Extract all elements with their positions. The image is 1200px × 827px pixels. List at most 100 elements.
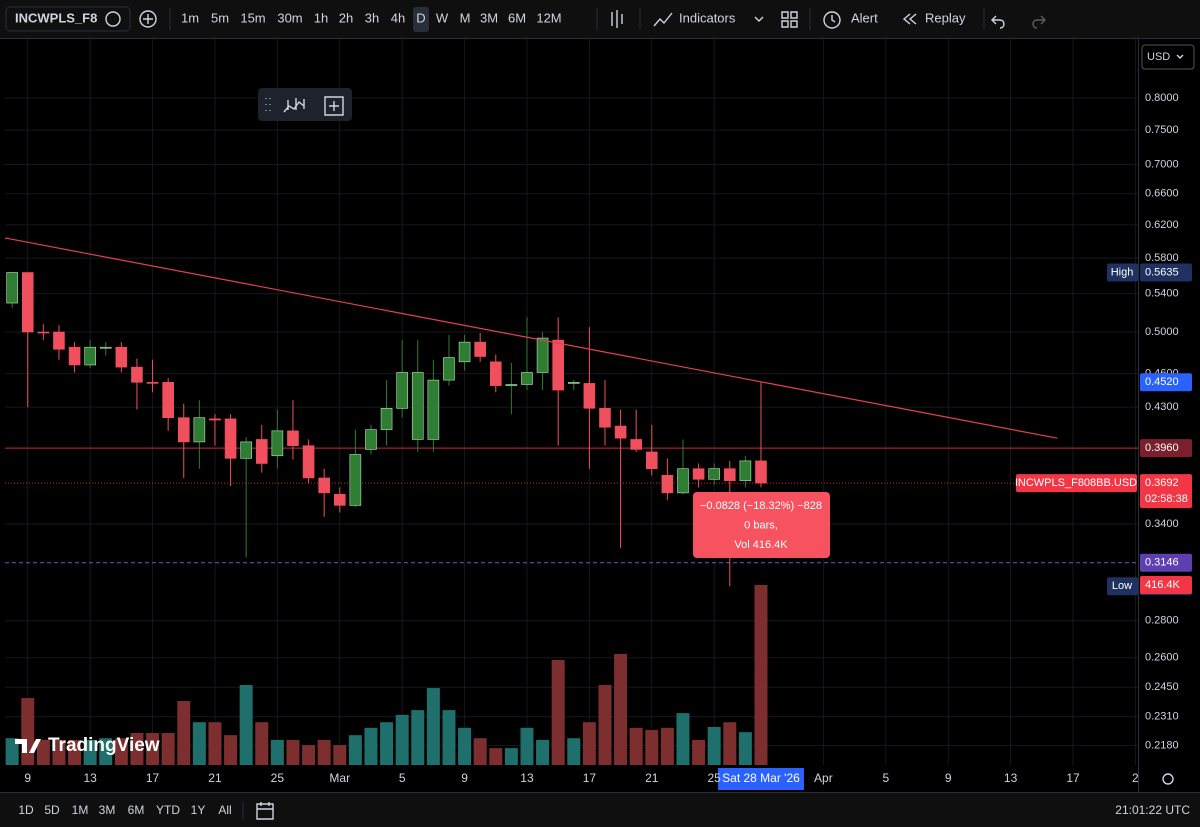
- layout-icon[interactable]: [781, 11, 798, 28]
- range-button[interactable]: 1M: [72, 803, 89, 817]
- volume-bar: [707, 726, 721, 765]
- plot-area: Sat 28 Mar '26 −0.0828 (−18.32%) −828 0 ba…: [4, 39, 1138, 790]
- candle-body: [255, 439, 268, 464]
- interval-button[interactable]: 30m: [277, 10, 302, 25]
- drag-handle[interactable]: [265, 98, 271, 111]
- interval-button[interactable]: 2h: [339, 10, 353, 25]
- indicators-button[interactable]: Indicators: [679, 10, 736, 25]
- volume-bar: [83, 739, 97, 765]
- alert-icon[interactable]: [823, 11, 841, 29]
- y-tick-label: 0.2310: [1145, 710, 1179, 722]
- volume-bar: [348, 735, 362, 765]
- range-button[interactable]: All: [218, 803, 231, 817]
- interval-button[interactable]: 5m: [211, 10, 229, 25]
- floating-toolbar: [258, 88, 352, 121]
- candle-body: [723, 468, 736, 481]
- x-tick-label: Mar: [329, 771, 350, 785]
- range-button[interactable]: YTD: [156, 803, 180, 817]
- price-tag-name-bg: [1107, 263, 1138, 282]
- candle-body: [193, 417, 206, 443]
- volume-bar: [114, 738, 128, 765]
- range-button[interactable]: 1D: [18, 803, 34, 817]
- candle-body: [427, 379, 440, 440]
- candle-body: [318, 477, 330, 494]
- currency-box[interactable]: [1141, 44, 1195, 70]
- tool-icon[interactable]: [283, 98, 305, 113]
- candle-body: [661, 475, 674, 494]
- volume-bar: [614, 653, 628, 765]
- currency-chevron: [1176, 54, 1184, 59]
- volume-bar: [473, 738, 487, 765]
- redo-icon[interactable]: [1032, 15, 1046, 29]
- x-tick-label: 13: [1004, 771, 1018, 785]
- interval-button[interactable]: 3M: [480, 10, 498, 25]
- interval-button[interactable]: 4h: [391, 10, 405, 25]
- alert-button[interactable]: Alert: [851, 10, 878, 25]
- replay-icon[interactable]: [902, 13, 917, 25]
- volume-bar: [692, 739, 706, 765]
- volume-bar: [411, 710, 425, 765]
- interval-button[interactable]: 1h: [314, 10, 328, 25]
- y-tick-label: 0.8000: [1145, 92, 1179, 104]
- range-button[interactable]: 1Y: [191, 803, 206, 817]
- volume-bar: [52, 739, 66, 765]
- candle-body: [567, 381, 580, 384]
- symbol-box[interactable]: [5, 6, 131, 32]
- top-toolbar: [0, 0, 1200, 38]
- price-tag: [1140, 263, 1192, 282]
- volume-bar: [629, 727, 643, 765]
- crosshair-y-tag: [1140, 373, 1192, 392]
- measure-line: −0.0828 (−18.32%) −828: [700, 500, 822, 512]
- volume-bar: [146, 733, 160, 765]
- x-tick-label: 9: [461, 771, 468, 785]
- add-symbol[interactable]: [139, 10, 157, 28]
- interval-button[interactable]: 1m: [181, 10, 199, 25]
- volume-bar: [192, 722, 206, 765]
- compare-icon[interactable]: [105, 11, 121, 27]
- candle-body: [614, 425, 627, 439]
- range-button[interactable]: 5D: [44, 803, 60, 817]
- interval-button[interactable]: 12M: [536, 10, 561, 25]
- candle-body: [365, 429, 377, 450]
- active-interval-bg: [413, 7, 429, 32]
- interval-button[interactable]: W: [436, 10, 449, 25]
- symbol[interactable]: INCWPLS_F8: [15, 10, 97, 25]
- candle-body: [380, 408, 393, 430]
- range-button[interactable]: 6M: [128, 803, 145, 817]
- x-tick-label: 25: [271, 771, 285, 785]
- price-tag-label: 0.3146: [1145, 557, 1179, 569]
- undo-icon[interactable]: [991, 15, 1005, 29]
- measure-tool-icon[interactable]: [324, 96, 344, 116]
- interval-button[interactable]: 6M: [508, 10, 526, 25]
- interval-button[interactable]: D: [416, 10, 425, 25]
- candle-body: [6, 272, 18, 304]
- candle-body: [630, 439, 642, 450]
- x-tick-label: 17: [1066, 771, 1080, 785]
- interval-button[interactable]: M: [460, 10, 471, 25]
- chart-type-icon[interactable]: [611, 10, 623, 28]
- interval-button[interactable]: 3h: [365, 10, 379, 25]
- price-tag-name: High: [1111, 266, 1134, 278]
- logo-mark: [15, 739, 41, 753]
- volume-bar: [36, 739, 50, 765]
- volume-bar: [380, 722, 394, 765]
- settings-icon[interactable]: [1162, 773, 1174, 785]
- range-button[interactable]: 3M: [99, 803, 116, 817]
- currency[interactable]: USD: [1147, 51, 1170, 63]
- watermark: TradingView: [48, 735, 160, 756]
- candle-body: [583, 383, 596, 409]
- volume-bar: [208, 722, 222, 765]
- replay-button[interactable]: Replay: [925, 10, 966, 25]
- volume-bar: [224, 735, 238, 765]
- interval-button[interactable]: 15m: [240, 10, 265, 25]
- chevron[interactable]: [754, 16, 764, 22]
- calendar-icon[interactable]: [256, 802, 274, 820]
- indicators-icon[interactable]: [653, 12, 673, 27]
- y-tick-label: 0.5000: [1145, 326, 1179, 338]
- price-tag: [1140, 553, 1192, 572]
- x-tick-label: 17: [146, 771, 160, 785]
- price-tag-label: 0.5635: [1145, 266, 1179, 278]
- price-tag-label: 0.3960: [1145, 442, 1179, 454]
- price-tag: [1140, 474, 1192, 509]
- clock: 21:01:22 UTC: [1115, 803, 1190, 817]
